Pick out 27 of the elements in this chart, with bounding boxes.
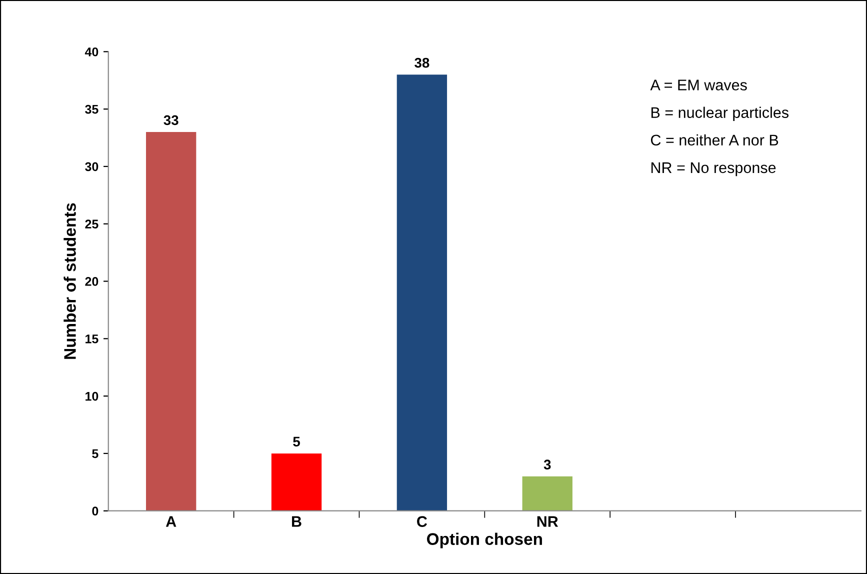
y-tick-label: 30 bbox=[85, 162, 98, 172]
annotation: C = neither A nor B bbox=[650, 134, 778, 146]
data-label: 33 bbox=[164, 115, 178, 126]
annotation: NR = No response bbox=[651, 162, 776, 176]
y-tick-label: 10 bbox=[86, 392, 98, 401]
y-tick-label: 15 bbox=[86, 334, 98, 344]
annotation: B = nuclear particles bbox=[651, 106, 789, 122]
annotation: A = EM waves bbox=[650, 80, 747, 90]
data-label: 3 bbox=[544, 460, 551, 470]
y-tick-label: 40 bbox=[84, 47, 98, 56]
y-axis-title: Number of students bbox=[64, 203, 76, 359]
data-label: 5 bbox=[293, 436, 300, 447]
x-tick-label: NR bbox=[537, 516, 558, 527]
y-tick-label: 0 bbox=[92, 506, 98, 516]
y-tick-label: 25 bbox=[85, 220, 98, 229]
x-tick-label: C bbox=[417, 516, 428, 527]
bar bbox=[396, 74, 448, 511]
bar bbox=[522, 476, 572, 511]
y-tick-label: 5 bbox=[92, 449, 98, 458]
y-tick-label: 35 bbox=[85, 104, 98, 114]
bar bbox=[271, 453, 322, 511]
x-tick-label: B bbox=[292, 516, 302, 527]
x-axis-title: Option chosen bbox=[427, 532, 542, 548]
data-label: 38 bbox=[414, 58, 430, 68]
y-tick-label: 20 bbox=[85, 277, 98, 286]
bar bbox=[146, 132, 196, 511]
x-tick-label: A bbox=[166, 516, 176, 527]
